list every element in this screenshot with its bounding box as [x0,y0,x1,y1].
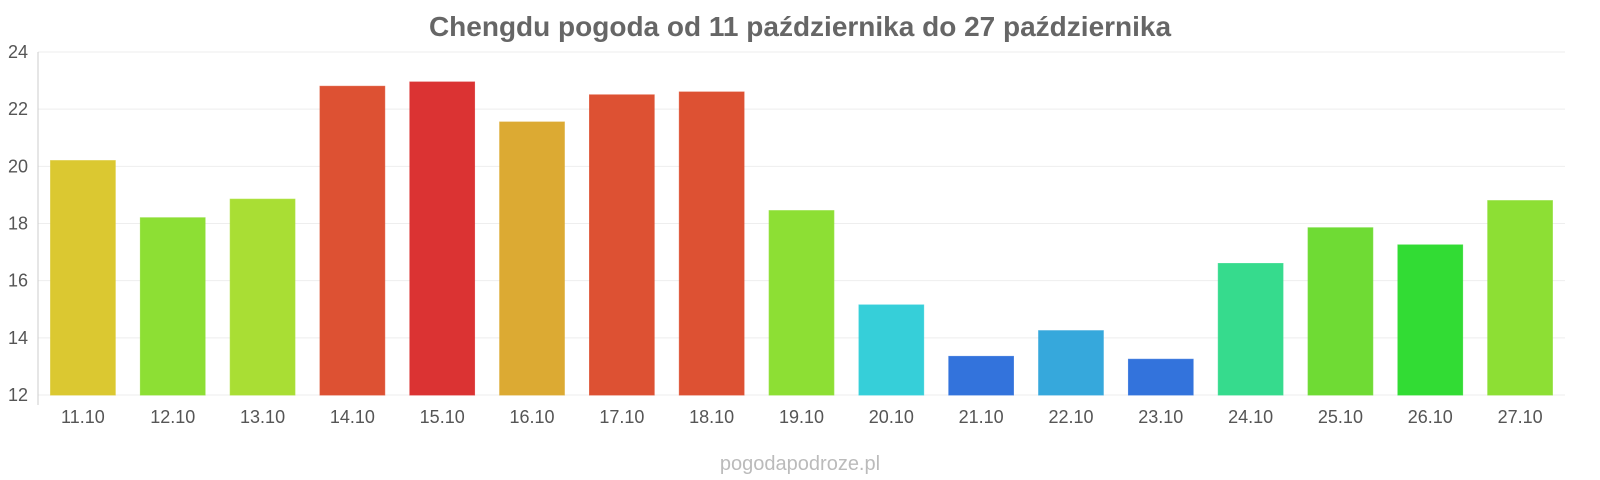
chart-title: Chengdu pogoda od 11 października do 27 … [429,11,1172,42]
bar-22.10[interactable] [1038,330,1104,396]
source-credit: pogodapodroze.pl [720,453,880,475]
x-axis-ticks: 11.10 12.10 13.10 14.10 15.10 16.10 17.10 18.10… [61,407,1543,427]
x-tick-label: 12.10 [150,407,195,427]
bar-11.10[interactable] [50,160,116,396]
y-tick-label: 24 [8,42,28,62]
x-tick-label: 22.10 [1048,407,1093,427]
y-tick-label: 22 [8,99,28,119]
bar-13.10[interactable] [229,198,296,396]
y-tick-label: 20 [8,156,28,176]
bar-25.10[interactable] [1307,227,1374,396]
bar-27.10[interactable] [1487,200,1553,396]
y-tick-label: 14 [8,328,28,348]
bar-15.10[interactable] [409,81,476,396]
x-tick-label: 21.10 [959,407,1004,427]
bar-18.10[interactable] [678,91,745,396]
x-tick-label: 27.10 [1498,407,1543,427]
x-tick-label: 23.10 [1138,407,1183,427]
x-tick-label: 13.10 [240,407,285,427]
x-tick-label: 11.10 [61,407,105,427]
y-axis-ticks: 12 14 16 18 20 22 24 [8,42,28,405]
y-tick-label: 12 [8,385,28,405]
x-tick-label: 14.10 [330,407,375,427]
bars [50,81,1553,396]
x-tick-label: 15.10 [420,407,465,427]
x-tick-label: 20.10 [869,407,914,427]
bar-16.10[interactable] [499,121,565,396]
x-tick-label: 26.10 [1408,407,1453,427]
x-tick-label: 19.10 [779,407,824,427]
bar-26.10[interactable] [1397,244,1464,396]
bar-17.10[interactable] [589,94,655,396]
x-tick-label: 18.10 [689,407,734,427]
bar-12.10[interactable] [139,217,206,396]
bar-21.10[interactable] [948,355,1014,396]
y-tick-label: 18 [8,214,28,234]
bar-19.10[interactable] [768,210,835,396]
x-tick-label: 17.10 [599,407,644,427]
bar-20.10[interactable] [858,304,925,396]
x-tick-label: 25.10 [1318,407,1363,427]
x-tick-label: 24.10 [1228,407,1273,427]
bar-23.10[interactable] [1127,358,1194,396]
bar-14.10[interactable] [319,85,386,396]
x-tick-label: 16.10 [510,407,555,427]
bar-24.10[interactable] [1217,263,1284,396]
y-tick-label: 16 [8,271,28,291]
